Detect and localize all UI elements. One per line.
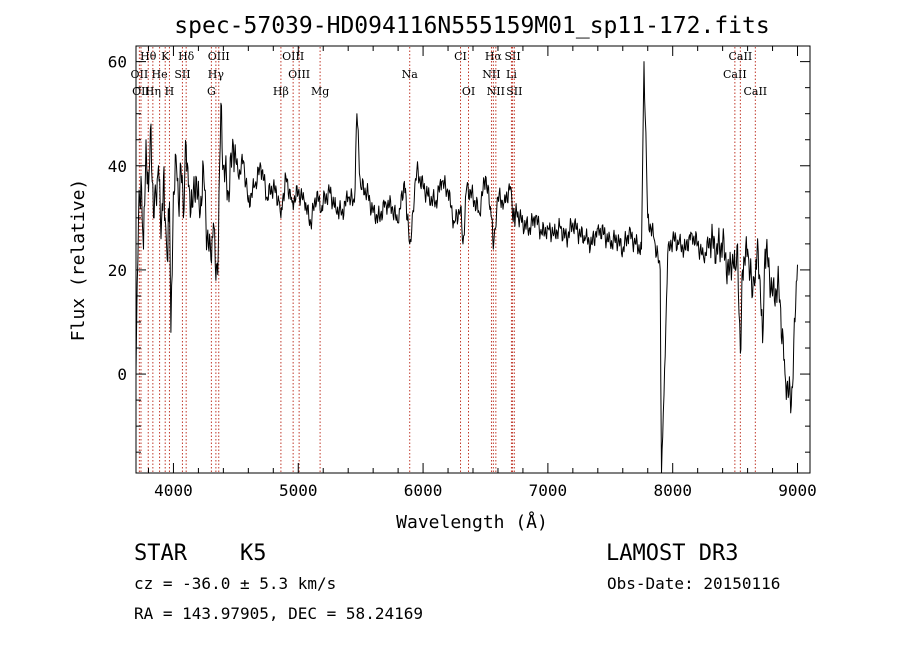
line-marker-label: SII [504, 50, 520, 63]
line-marker-label: Na [402, 68, 419, 81]
line-marker-label: OI [462, 85, 475, 98]
x-tick-label: 8000 [653, 481, 692, 500]
line-marker-label: Mg [311, 85, 329, 98]
plot-frame [135, 45, 811, 474]
series-layer [135, 61, 798, 474]
line-marker-label: CI [454, 50, 467, 63]
coordinates: RA = 143.97905, DEC = 58.24169 [134, 604, 423, 623]
line-marker-label: Li [506, 68, 517, 81]
x-tick-label: 6000 [404, 481, 443, 500]
line-marker-label: CaII [723, 68, 747, 81]
line-marker-label: OII [131, 68, 149, 81]
line-marker-label: He [152, 68, 168, 81]
x-tick-label: 5000 [279, 481, 318, 500]
x-tick-label: 4000 [154, 481, 193, 500]
axis-ticks: 4000 5000 6000 7000 8000 9000 0 20 40 60 [108, 46, 817, 500]
x-tick-label: 9000 [778, 481, 817, 500]
line-marker-label: H [165, 85, 175, 98]
line-marker-label: OIII [282, 50, 304, 63]
line-marker-label: Hθ [140, 50, 157, 63]
redshift-value: cz = -36.0 ± 5.3 km/s [134, 574, 337, 593]
line-marker-label: CaII [743, 85, 767, 98]
line-marker-label: SII [506, 85, 522, 98]
line-marker-label: Hβ [273, 85, 289, 98]
line-marker-label: NII [487, 85, 505, 98]
line-marker-label: NII [482, 68, 500, 81]
line-marker-label: OIII [288, 68, 310, 81]
line-marker-label: SII [174, 68, 190, 81]
x-axis-label: Wavelength (Å) [396, 511, 548, 533]
y-tick-label: 40 [108, 157, 127, 176]
chart-title: spec-57039-HD094116N555159M01_sp11-172.f… [174, 13, 769, 39]
obs-date: Obs-Date: 20150116 [607, 574, 781, 593]
x-tick-label: 7000 [529, 481, 568, 500]
y-axis-label: Flux (relative) [68, 179, 89, 342]
line-marker-label: CaII [729, 50, 753, 63]
line-marker-label: K [161, 50, 170, 63]
line-marker-label: Hα [485, 50, 503, 63]
line-marker-label: Hγ [208, 68, 225, 81]
object-subclass: K5 [240, 541, 267, 566]
object-class: STAR [134, 541, 187, 566]
y-tick-label: 0 [117, 365, 127, 384]
spectrum-line [135, 61, 798, 474]
line-marker-label: OIII [208, 50, 230, 63]
line-marker-label: G [207, 85, 216, 98]
y-tick-label: 20 [108, 261, 127, 280]
survey-name: LAMOST DR3 [606, 541, 739, 566]
line-marker-label: Hδ [178, 50, 195, 63]
line-marker-label: Hη [145, 85, 161, 98]
y-tick-label: 60 [108, 53, 127, 72]
line-marker-label: OII [132, 85, 150, 98]
